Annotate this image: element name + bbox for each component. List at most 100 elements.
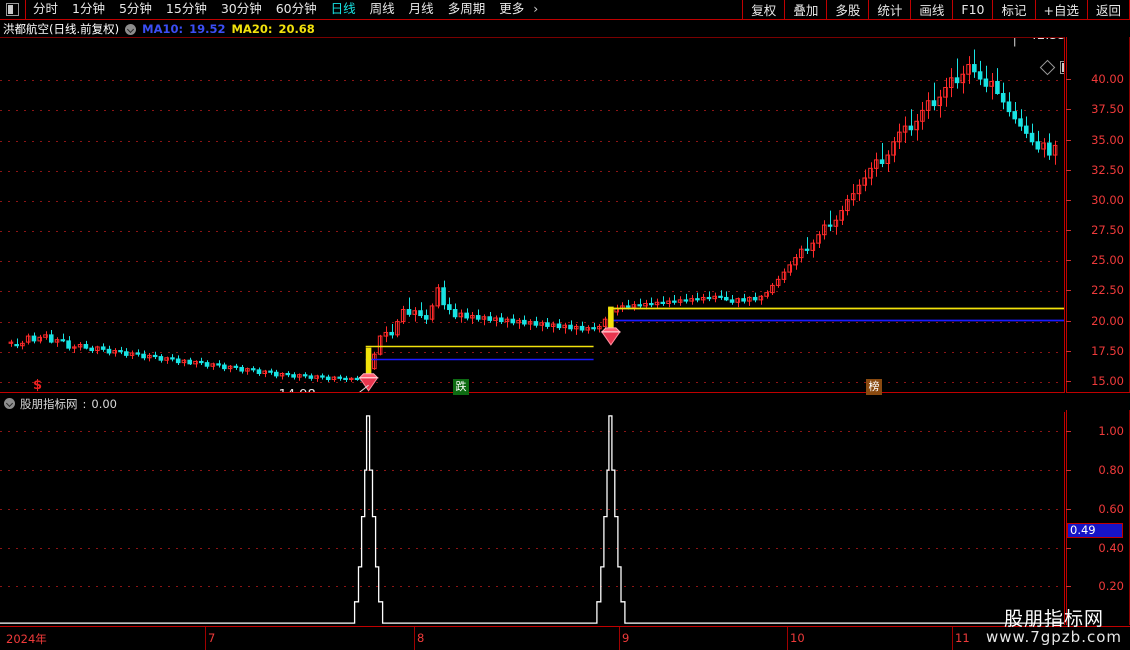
date-axis-label-5: 11 [955, 631, 970, 645]
indicator-axis-tick [1066, 509, 1071, 510]
axis-rule [1066, 37, 1067, 392]
price-axis-label-6: 25.00 [1091, 253, 1124, 268]
diamond-outline-icon[interactable] [1039, 59, 1056, 76]
date-axis-label-3: 9 [622, 631, 630, 645]
panel-split-icon-chart[interactable] [1060, 61, 1064, 74]
price-axis-label-9: 17.50 [1091, 343, 1124, 358]
price-axis-label-10: 15.00 [1091, 373, 1124, 388]
indicator-value: 0.00 [91, 396, 117, 411]
watermark-line2: www.7gpzb.com [986, 628, 1122, 647]
price-axis-label-5: 27.50 [1091, 223, 1124, 238]
price-axis-label-8: 20.00 [1091, 313, 1124, 328]
toolbar-button-6[interactable]: 标记 [992, 0, 1034, 19]
price-axis-tick [1066, 230, 1071, 231]
period-tab-6[interactable]: 日线 [330, 1, 356, 17]
toolbar-button-1[interactable]: 叠加 [784, 0, 826, 19]
price-axis-tick [1066, 200, 1071, 201]
panel-split-icon[interactable] [0, 0, 26, 19]
price-axis-tick [1066, 290, 1071, 291]
indicator-axis-label-3: 0.80 [1098, 463, 1124, 478]
date-axis-label-1: 7 [208, 631, 216, 645]
price-axis-tick [1066, 321, 1071, 322]
price-axis-tick [1066, 170, 1071, 171]
ma20-label: MA20: [231, 22, 273, 36]
period-tab-7[interactable]: 周线 [369, 1, 395, 17]
indicator-title: 股朋指标网 [20, 396, 78, 411]
period-toolbar: 分时 1分钟 5分钟 15分钟 30分钟 60分钟 日线 周线 月线 多周期 更多 › 复权 叠加 多股统… [0, 0, 1130, 20]
watermark-line1: 股朋指标网 [1004, 608, 1105, 631]
low-price-annotation: 14.98 [279, 388, 316, 392]
price-axis-label-1: 37.50 [1091, 102, 1124, 117]
price-chart-pane[interactable]: 42.55 14.98 [0, 37, 1065, 393]
indicator-chart-pane[interactable] [0, 412, 1065, 625]
price-axis-label-3: 32.50 [1091, 162, 1124, 177]
date-axis: 2024年 7 8 9 10 11 [0, 626, 1130, 650]
price-axis-tick [1066, 260, 1071, 261]
indicator-axis-label-4: 1.00 [1098, 424, 1124, 439]
period-tab-9[interactable]: 多周期 [447, 1, 486, 17]
price-axis-tick [1066, 381, 1071, 382]
price-axis-tick [1066, 140, 1071, 141]
price-axis-label-7: 22.50 [1091, 283, 1124, 298]
indicator-header: 股朋指标网 : 0.00 [0, 395, 1065, 412]
price-axis: 40.00 37.50 35.00 32.50 30.00 27.50 25.00 22.50… [1066, 37, 1130, 393]
date-axis-label-0: 2024年 [6, 632, 47, 646]
price-axis-label-4: 30.00 [1091, 192, 1124, 207]
ma20-value: 20.68 [278, 22, 315, 36]
quote-header: 洪都航空(日线.前复权) MA10: 19.52 MA20: 20.68 [0, 21, 1130, 37]
date-axis-separator [205, 627, 206, 650]
tag-rank-badge[interactable]: 榜 [866, 379, 882, 395]
candlestick-canvas [0, 38, 1064, 392]
indicator-separator: : [82, 396, 87, 411]
indicator-axis-tick [1066, 548, 1071, 549]
watermark: 股朋指标网 www.7gpzb.com [986, 608, 1122, 647]
indicator-axis-rule [1066, 410, 1067, 625]
date-axis-separator [952, 627, 953, 650]
toolbar-action-list: 复权 叠加 多股 统计 画线 F10 标记 +自选 返回 [742, 0, 1130, 19]
indicator-axis-label-1: 0.40 [1098, 540, 1124, 555]
ma10-label: MA10: [142, 22, 184, 36]
indicator-axis-tick [1066, 431, 1071, 432]
period-tab-2[interactable]: 5分钟 [118, 1, 152, 17]
red-gem-icon [600, 327, 622, 346]
price-axis-label-0: 40.00 [1091, 72, 1124, 87]
toolbar-button-0[interactable]: 复权 [742, 0, 784, 19]
period-tab-4[interactable]: 30分钟 [220, 1, 262, 17]
tag-down-badge[interactable]: 跌 [453, 379, 469, 395]
indicator-axis: 0.49 0.20 0.40 0.60 0.80 1.00 [1066, 410, 1130, 625]
dollar-marker: $ [33, 378, 43, 393]
ma10-value: 19.52 [189, 22, 226, 36]
date-axis-label-4: 10 [790, 631, 805, 645]
period-tab-8[interactable]: 月线 [408, 1, 434, 17]
date-axis-separator [787, 627, 788, 650]
toolbar-button-5[interactable]: F10 [952, 0, 992, 19]
page-title: 洪都航空(日线.前复权) [3, 22, 120, 36]
indicator-axis-label-0: 0.20 [1098, 579, 1124, 594]
toolbar-button-2[interactable]: 多股 [826, 0, 868, 19]
date-axis-separator [619, 627, 620, 650]
price-axis-tick [1066, 351, 1071, 352]
period-tab-10[interactable]: 更多 [499, 1, 525, 17]
chevron-down-circle-icon[interactable] [125, 23, 137, 35]
toolbar-button-3[interactable]: 统计 [868, 0, 910, 19]
period-tab-3[interactable]: 15分钟 [165, 1, 207, 17]
date-axis-separator [414, 627, 415, 650]
chevron-right-icon[interactable]: › [533, 1, 539, 17]
date-axis-label-2: 8 [417, 631, 425, 645]
price-axis-tick [1066, 79, 1071, 80]
price-axis-label-2: 35.00 [1091, 132, 1124, 147]
toolbar-button-7[interactable]: +自选 [1034, 0, 1087, 19]
high-price-annotation: 42.55 [1029, 38, 1064, 43]
indicator-axis-tick [1066, 470, 1071, 471]
period-tab-5[interactable]: 60分钟 [275, 1, 317, 17]
toolbar-button-8[interactable]: 返回 [1086, 0, 1130, 19]
toolbar-spacer [543, 0, 742, 19]
period-tab-1[interactable]: 1分钟 [72, 1, 105, 17]
indicator-canvas [0, 415, 1064, 624]
period-tab-list: 分时 1分钟 5分钟 15分钟 30分钟 60分钟 日线 周线 月线 多周期 更多 › [26, 0, 543, 19]
period-tab-0[interactable]: 分时 [33, 1, 59, 17]
price-axis-tick [1066, 109, 1071, 110]
toolbar-button-4[interactable]: 画线 [910, 0, 952, 19]
chevron-down-circle-icon-indicator[interactable] [4, 398, 15, 409]
